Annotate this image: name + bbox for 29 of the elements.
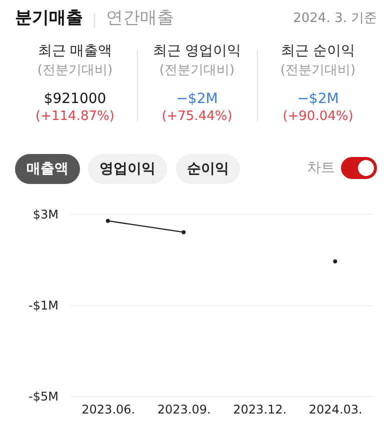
text: 차트 <box>307 160 335 176</box>
text: 순이익 <box>176 154 240 184</box>
text: (+90.04%) <box>282 109 354 124</box>
text: 분기매출 <box>15 8 83 28</box>
text: 매출액 <box>15 154 80 184</box>
x-tick-label: 2024.03. <box>308 402 362 416</box>
text: 최근 순이익 <box>280 43 356 59</box>
point <box>182 230 186 234</box>
text: 2024. 3. 기준 <box>293 11 377 26</box>
text: (전분기대비) <box>279 63 357 78</box>
text: 영업이익 <box>88 154 167 184</box>
text: 최근 매출액 <box>38 43 112 59</box>
text: (+75.44%) <box>160 109 234 124</box>
text: (+114.87%) <box>34 109 116 124</box>
x-tick-label: 2023.06. <box>82 402 136 416</box>
text: (전분기대비) <box>36 63 114 78</box>
y-tick-label: $3M <box>32 208 58 222</box>
text: $921000 <box>42 91 108 107</box>
text: (전분기대비) <box>158 63 236 78</box>
text: 연간매출 <box>106 8 174 28</box>
x-tick-label: 2023.09. <box>157 402 211 416</box>
y-tick-label: -$1M <box>28 298 58 312</box>
x-tick-label: 2023.12. <box>233 402 287 416</box>
point <box>106 218 110 223</box>
point <box>333 259 338 264</box>
y-tick-label: -$5M <box>28 390 58 404</box>
text: −$2M <box>175 91 219 107</box>
text: −$2M <box>296 91 340 107</box>
text: 최근 영업이익 <box>152 43 242 59</box>
